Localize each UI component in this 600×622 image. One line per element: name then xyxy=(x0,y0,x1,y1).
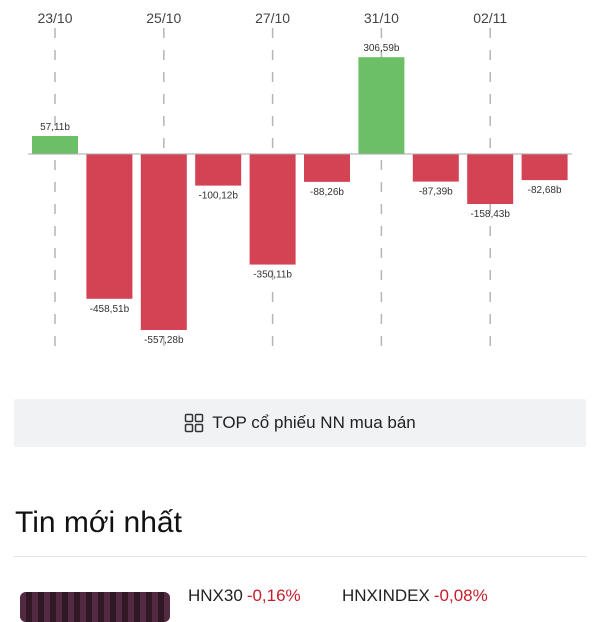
bar xyxy=(358,57,405,154)
section-title: Tin mới nhất xyxy=(15,506,182,539)
ticker-change: -0,08% xyxy=(433,586,488,605)
ticker-hnx30[interactable]: HNX30 -0,16% xyxy=(188,586,301,606)
data-label: -557,28b xyxy=(144,335,184,346)
data-label: -350,11b xyxy=(253,270,292,281)
ticker-change: -0,16% xyxy=(246,586,301,605)
data-label: -82,68b xyxy=(528,185,562,196)
data-label: -458,51b xyxy=(90,304,130,315)
top-button-label: TOP cổ phiếu NN mua bán xyxy=(212,413,416,432)
bar-chart-svg: 23/10 25/10 27/10 31/10 02/11 57,11b -458,51b -… xyxy=(28,10,572,352)
tick-label: 27/10 xyxy=(255,10,290,26)
tick-label: 31/10 xyxy=(364,10,399,26)
ticker-name: HNXINDEX xyxy=(342,586,430,605)
section-divider xyxy=(14,556,586,557)
bar xyxy=(195,154,242,186)
data-label: -100,12b xyxy=(198,191,238,202)
ticker-hnxindex[interactable]: HNXINDEX -0,08% xyxy=(342,586,488,606)
ticker-name: HNX30 xyxy=(188,586,243,605)
tick-label: 25/10 xyxy=(146,10,181,26)
grid-icon xyxy=(185,413,204,433)
news-thumbnail[interactable] xyxy=(20,592,170,622)
bar xyxy=(140,154,187,330)
tick-label: 23/10 xyxy=(37,10,72,26)
bar xyxy=(304,154,350,182)
bar xyxy=(249,154,296,265)
bar xyxy=(86,154,133,299)
bar xyxy=(412,154,459,182)
data-label: 306,59b xyxy=(363,43,400,54)
news-thumbnail-image xyxy=(20,592,170,622)
bar xyxy=(32,135,78,154)
tick-label: 02/11 xyxy=(473,10,507,26)
bar xyxy=(521,154,568,181)
data-label: -158,43b xyxy=(470,209,510,220)
data-label: 57,11b xyxy=(40,122,70,133)
top-foreign-stocks-button[interactable]: TOP cổ phiếu NN mua bán xyxy=(14,399,586,447)
data-label: -88,26b xyxy=(310,187,344,198)
foreign-flow-chart: 23/10 25/10 27/10 31/10 02/11 57,11b -458,51b -… xyxy=(28,10,572,352)
data-label: -87,39b xyxy=(419,187,453,198)
bar xyxy=(467,154,514,205)
